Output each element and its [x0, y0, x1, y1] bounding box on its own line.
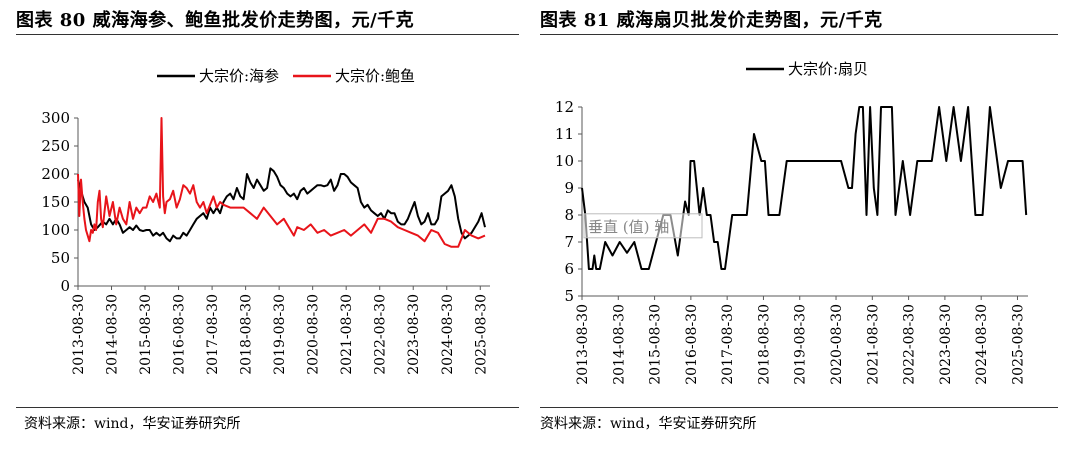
x-tick-label: 2017-08-30	[720, 304, 736, 385]
y-tick-label: 8	[564, 206, 574, 224]
x-tick-label: 2023-08-30	[406, 294, 422, 375]
x-tick-label: 2020-08-30	[306, 294, 322, 375]
chart-scallop: 5 6 7 8 9 10 11 12 2013-08-30 2014-08-30 2015-08-3…	[555, 60, 1028, 385]
legend-label: 大宗价:扇贝	[788, 60, 868, 78]
x-tick-label: 2013-08-30	[71, 294, 87, 375]
x-tick-label: 2020-08-30	[829, 304, 845, 385]
y-tick-label: 9	[564, 179, 574, 197]
source-note: 资料来源：wind，华安证券研究所	[24, 416, 241, 432]
y-tick-label: 5	[564, 287, 574, 305]
y-tick-label: 50	[51, 249, 70, 267]
y-tick-label: 300	[41, 109, 70, 127]
x-tick-label: 2016-08-30	[684, 304, 700, 385]
top-rule	[16, 34, 519, 35]
y-tick-label: 150	[41, 193, 70, 211]
y-tick-label: 200	[41, 165, 70, 183]
x-tick-label: 2021-08-30	[339, 294, 355, 375]
series-line	[581, 106, 1028, 270]
legend-label: 大宗价:海参	[199, 67, 279, 85]
x-tick-label: 2022-08-30	[373, 294, 389, 375]
y-tick-label: 11	[555, 125, 574, 143]
source-note: 资料来源：wind，华安证券研究所	[540, 416, 757, 432]
y-tick-label: 12	[555, 98, 574, 116]
bottom-rule	[16, 407, 519, 408]
x-tick-label: 2014-08-30	[611, 304, 627, 385]
bottom-rule	[540, 407, 1058, 408]
x-tick-label: 2018-08-30	[756, 304, 772, 385]
series-line	[77, 117, 486, 248]
x-tick-label: 2019-08-30	[793, 304, 809, 385]
overlay-box	[583, 213, 703, 239]
y-tick-label: 7	[564, 233, 574, 251]
x-tick-label: 2024-08-30	[974, 304, 990, 385]
series-line	[77, 167, 486, 243]
axis-title-overlay: 垂直 (值) 轴	[588, 218, 669, 236]
y-tick-label: 100	[41, 221, 70, 239]
figure-title: 图表 80 威海海参、鲍鱼批发价走势图，元/千克	[16, 10, 415, 31]
chart-panel-left: 图表 80 威海海参、鲍鱼批发价走势图，元/千克 0 50 100 150 200 250…	[16, 10, 519, 432]
x-tick-label: 2015-08-30	[648, 304, 664, 385]
x-tick-label: 2015-08-30	[138, 294, 154, 375]
y-tick-label: 0	[60, 277, 70, 295]
x-tick-label: 2018-08-30	[239, 294, 255, 375]
chart-sea-cucumber-abalone: 0 50 100 150 200 250 300 2013-08-30 2014-08-30 20…	[41, 67, 490, 375]
x-tick-label: 2021-08-30	[865, 304, 881, 385]
x-tick-label: 2025-08-30	[1010, 304, 1026, 385]
y-tick-label: 6	[564, 260, 574, 278]
x-tick-label: 2013-08-30	[575, 304, 591, 385]
x-tick-label: 2024-08-30	[440, 294, 456, 375]
x-tick-label: 2019-08-30	[272, 294, 288, 375]
figure-title: 图表 81 威海扇贝批发价走势图，元/千克	[540, 10, 883, 31]
chart-panel-right: 图表 81 威海扇贝批发价走势图，元/千克 5 6 7 8 9 10 11 12 2013-08…	[540, 0, 1080, 452]
top-rule	[540, 34, 1058, 35]
x-tick-label: 2023-08-30	[938, 304, 954, 385]
y-tick-label: 250	[41, 137, 70, 155]
x-tick-label: 2025-08-30	[473, 294, 489, 375]
x-tick-label: 2016-08-30	[172, 294, 188, 375]
x-tick-label: 2022-08-30	[902, 304, 918, 385]
x-tick-label: 2014-08-30	[105, 294, 121, 375]
y-tick-label: 10	[555, 152, 574, 170]
x-tick-label: 2017-08-30	[205, 294, 221, 375]
legend-label: 大宗价:鲍鱼	[335, 67, 415, 85]
